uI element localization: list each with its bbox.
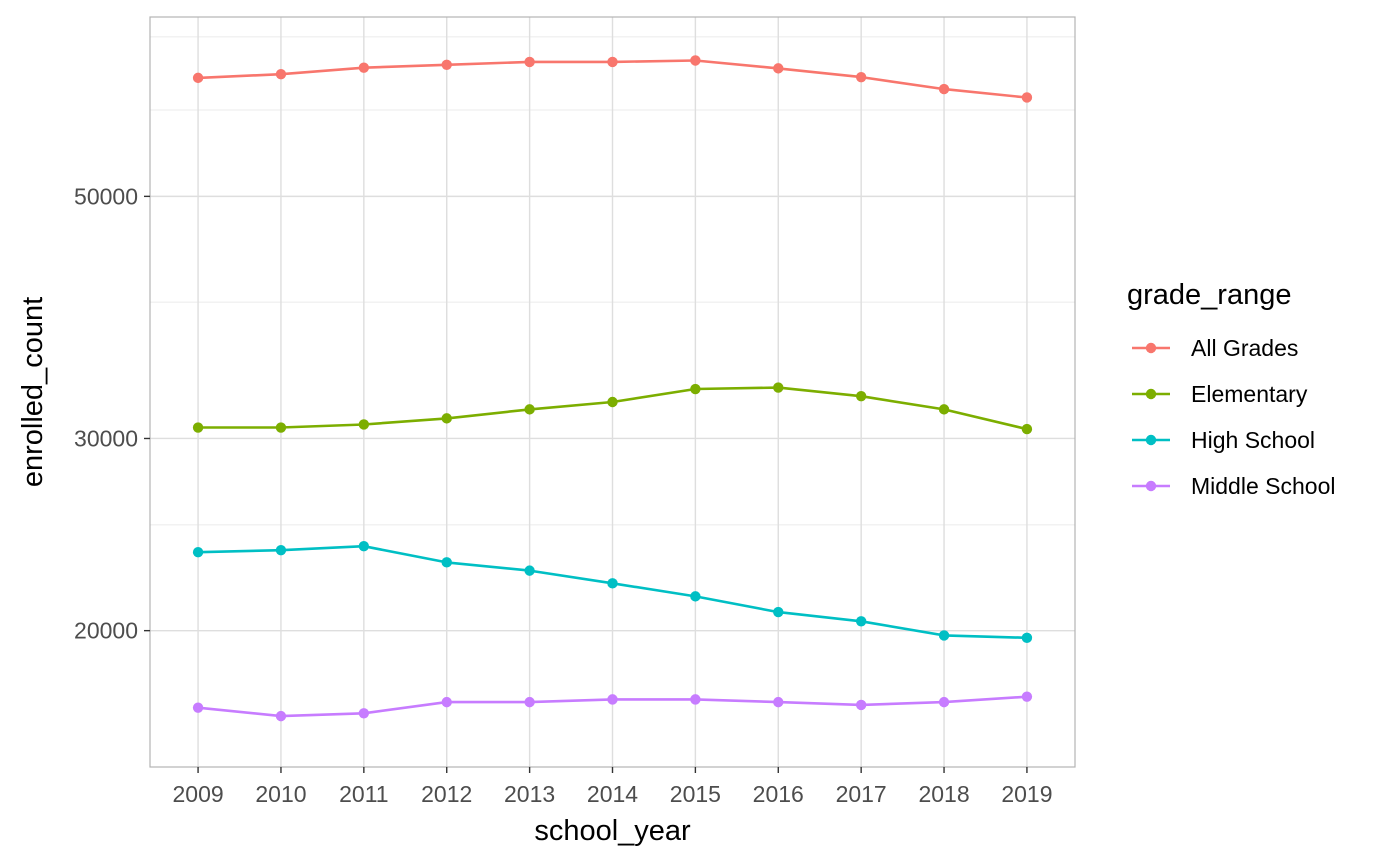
data-point bbox=[441, 59, 452, 70]
data-point bbox=[441, 413, 452, 424]
data-point bbox=[938, 404, 950, 415]
data-point bbox=[690, 591, 701, 602]
data-point bbox=[773, 382, 784, 393]
x-tick-label: 2014 bbox=[587, 781, 638, 807]
x-tick-label: 2011 bbox=[339, 781, 388, 807]
legend-key-point bbox=[1145, 480, 1157, 492]
data-point bbox=[855, 616, 867, 627]
data-point bbox=[358, 62, 370, 73]
data-point bbox=[607, 578, 618, 589]
legend-label: Middle School bbox=[1191, 473, 1335, 499]
data-point bbox=[275, 710, 287, 722]
y-tick-label: 30000 bbox=[74, 425, 138, 451]
data-point bbox=[524, 565, 535, 576]
data-point bbox=[275, 544, 287, 556]
data-point bbox=[938, 83, 950, 95]
data-point bbox=[524, 696, 535, 708]
series-layer bbox=[192, 55, 1033, 722]
x-tick-label: 2009 bbox=[172, 781, 223, 807]
data-point bbox=[1021, 691, 1033, 702]
data-point bbox=[441, 557, 452, 568]
data-point bbox=[192, 422, 204, 433]
legend-label: Elementary bbox=[1191, 381, 1308, 407]
x-tick-label: 2010 bbox=[255, 781, 306, 807]
data-point bbox=[773, 606, 784, 618]
data-point bbox=[773, 63, 784, 74]
y-tick-label: 50000 bbox=[74, 183, 138, 209]
data-point bbox=[358, 419, 370, 430]
data-point bbox=[441, 696, 452, 708]
data-point bbox=[1021, 423, 1033, 435]
data-point bbox=[275, 69, 287, 80]
data-point bbox=[275, 422, 287, 433]
legend-label: High School bbox=[1191, 427, 1315, 453]
legend-key-point bbox=[1145, 434, 1157, 446]
data-point bbox=[607, 396, 618, 408]
major-gridlines bbox=[150, 17, 1075, 767]
x-tick-label: 2017 bbox=[836, 781, 887, 807]
data-point bbox=[773, 696, 784, 708]
data-point bbox=[607, 694, 618, 705]
legend-key-point bbox=[1145, 342, 1157, 354]
data-point bbox=[1021, 632, 1033, 644]
legend-label: All Grades bbox=[1191, 335, 1298, 361]
legend: grade_range All Grades Elementary High Sch… bbox=[1127, 279, 1335, 499]
data-point bbox=[358, 708, 370, 719]
data-point bbox=[690, 694, 701, 705]
legend-title: grade_range bbox=[1127, 279, 1291, 311]
x-tick-label: 2019 bbox=[1001, 781, 1052, 807]
data-point bbox=[192, 702, 204, 713]
data-point bbox=[1021, 92, 1033, 103]
y-tick-label: 20000 bbox=[74, 618, 138, 644]
x-tick-label: 2016 bbox=[753, 781, 804, 807]
data-point bbox=[855, 71, 867, 83]
data-point bbox=[358, 541, 370, 552]
x-tick-label: 2018 bbox=[918, 781, 969, 807]
x-axis-ticks: 2009 2010 2011 2012 2013 2014 2015 2016 2017 2018… bbox=[172, 767, 1053, 807]
data-point bbox=[690, 55, 701, 66]
data-point bbox=[938, 630, 950, 641]
data-point bbox=[855, 699, 867, 711]
x-tick-label: 2015 bbox=[670, 781, 721, 807]
x-tick-label: 2013 bbox=[504, 781, 555, 807]
x-axis-title: school_year bbox=[534, 815, 691, 847]
y-axis-title: enrolled_count bbox=[17, 297, 49, 487]
y-axis-ticks: 20000 30000 50000 bbox=[74, 183, 150, 644]
data-point bbox=[607, 56, 618, 68]
data-point bbox=[192, 547, 204, 558]
data-point bbox=[192, 72, 204, 84]
data-point bbox=[690, 383, 701, 395]
legend-key-point bbox=[1145, 388, 1157, 400]
x-tick-label: 2012 bbox=[421, 781, 472, 807]
data-point bbox=[524, 404, 535, 415]
data-point bbox=[524, 56, 535, 68]
data-point bbox=[855, 390, 867, 402]
data-point bbox=[938, 696, 950, 708]
